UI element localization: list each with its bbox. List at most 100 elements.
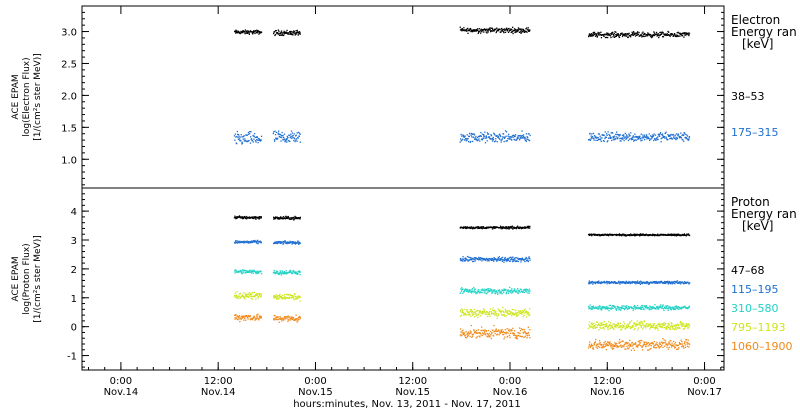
data-point xyxy=(685,137,687,140)
data-point xyxy=(486,227,488,229)
data-point xyxy=(234,270,236,272)
data-point xyxy=(466,138,468,140)
data-point xyxy=(674,327,676,330)
data-point xyxy=(660,281,662,283)
data-point xyxy=(513,28,516,30)
data-point xyxy=(678,308,680,310)
data-point xyxy=(620,309,622,311)
data-point xyxy=(274,242,276,244)
data-point xyxy=(484,227,486,229)
data-point xyxy=(684,346,687,348)
data-point xyxy=(688,138,690,141)
data-point xyxy=(665,131,667,133)
data-point xyxy=(653,324,655,327)
data-point xyxy=(612,327,614,330)
data-point xyxy=(486,310,488,313)
data-point xyxy=(235,314,237,316)
data-point xyxy=(683,328,685,330)
data-point xyxy=(654,281,656,283)
data-point xyxy=(281,298,283,300)
data-point xyxy=(619,140,621,142)
data-point xyxy=(460,258,462,260)
data-point xyxy=(257,271,259,273)
data-point xyxy=(641,32,643,34)
data-point xyxy=(520,289,522,291)
legend-entry: 795–1193 xyxy=(731,321,786,334)
data-point xyxy=(639,307,641,309)
data-point xyxy=(662,346,664,348)
data-point xyxy=(686,325,688,328)
data-point xyxy=(281,296,283,298)
data-point xyxy=(287,320,289,322)
data-point xyxy=(292,216,294,219)
data-point xyxy=(656,306,658,309)
data-point xyxy=(485,330,487,333)
data-point xyxy=(289,218,292,220)
data-point xyxy=(506,328,508,330)
data-point xyxy=(659,323,661,325)
data-point xyxy=(299,316,301,319)
y-tick-label: 0 xyxy=(71,323,77,334)
data-point xyxy=(648,133,650,135)
data-point xyxy=(242,240,244,243)
data-point xyxy=(528,334,530,336)
data-point xyxy=(254,294,256,297)
data-point xyxy=(481,31,483,33)
data-point xyxy=(641,36,643,38)
data-point xyxy=(619,341,622,343)
data-point xyxy=(280,134,282,136)
data-point xyxy=(525,334,527,336)
data-point xyxy=(687,339,689,341)
data-point xyxy=(254,270,256,273)
data-point xyxy=(475,29,477,31)
data-point xyxy=(254,319,256,321)
data-point xyxy=(663,282,666,284)
data-point xyxy=(645,327,647,329)
data-point xyxy=(590,306,592,308)
data-point xyxy=(460,138,462,140)
data-point xyxy=(649,342,651,345)
data-point xyxy=(255,240,257,243)
data-point xyxy=(611,306,613,308)
data-point xyxy=(685,282,688,284)
data-point xyxy=(592,325,594,327)
data-point xyxy=(237,316,240,319)
data-point xyxy=(592,307,594,309)
data-point xyxy=(595,346,597,348)
data-point xyxy=(625,136,627,138)
data-point xyxy=(521,28,523,30)
data-point xyxy=(642,134,644,136)
data-point xyxy=(508,30,510,32)
data-point xyxy=(252,217,254,219)
data-point xyxy=(290,33,293,35)
data-point xyxy=(247,133,250,135)
data-point xyxy=(641,137,643,139)
data-point xyxy=(501,28,503,30)
data-point xyxy=(251,272,253,274)
data-point xyxy=(249,316,251,318)
data-point xyxy=(509,256,511,258)
data-point xyxy=(634,282,636,284)
data-point xyxy=(628,234,630,236)
data-point xyxy=(683,140,685,142)
data-point xyxy=(489,335,491,337)
data-point xyxy=(623,308,625,310)
data-point xyxy=(668,281,670,284)
data-point xyxy=(678,347,680,349)
data-point xyxy=(284,240,286,242)
data-point xyxy=(509,332,512,334)
data-point xyxy=(499,309,501,311)
data-point xyxy=(462,309,464,311)
data-point xyxy=(601,323,603,325)
data-point xyxy=(521,335,523,338)
data-point xyxy=(284,273,286,275)
x-tick-time: 12:00 xyxy=(398,376,427,387)
data-point xyxy=(247,131,250,134)
data-point xyxy=(234,318,236,320)
data-point xyxy=(621,137,623,139)
y-tick-label: 2 xyxy=(71,265,77,276)
data-point xyxy=(688,306,691,308)
data-point xyxy=(483,309,486,311)
data-point xyxy=(289,270,291,273)
data-point xyxy=(484,334,487,336)
